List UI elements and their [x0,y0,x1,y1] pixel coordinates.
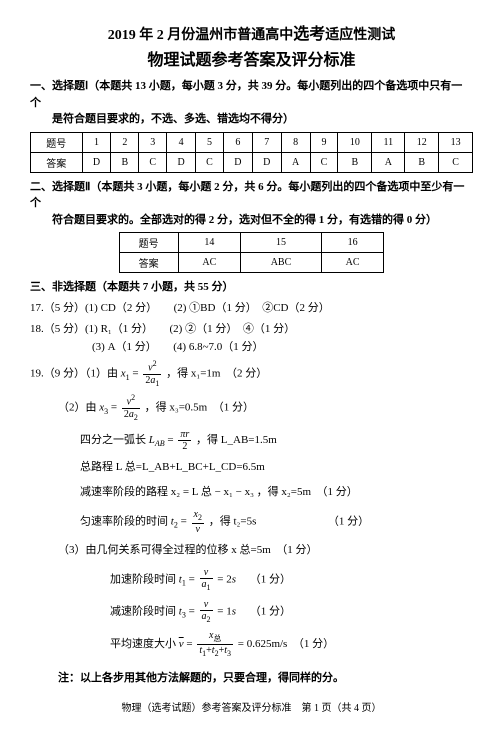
table1: 题号 12345678910111213 答案 DBCDCDDACBABC [30,132,473,173]
table-row: 题号 12345678910111213 [31,132,473,152]
note: 注：以上各步用其他方法解题的，只要合理，得同样的分。 [58,669,473,685]
q19-part2: （2）由 x3 = v22a2 ，得 x₃=0.5m （1 分） [58,394,473,422]
q19-uniform: 匀速率阶段的时间 t2 = x2v ，得 t₂=5s （1 分） [80,509,473,535]
table-row: 答案 DBCDCDDACBABC [31,152,473,172]
table-row: 答案 ACABCAC [119,253,384,273]
section2-header: 二、选择题Ⅱ（本题共 3 小题，每小题 2 分，共 6 分。每小题列出的四个备选… [30,179,473,229]
footer: 物理（选考试题）参考答案及评分标准 第 1 页（共 4 页） [30,699,473,714]
q19-avg: 平均速度大小 v = x总t1+t2+t3 = 0.625m/s （1 分） [110,630,473,659]
q19-total: 总路程 L 总=L_AB+L_BC+L_CD=6.5m [80,458,473,478]
table-row: 题号 141516 [119,233,384,253]
q19-dec2: 减速阶段时间 t3 = va2 = 1s （1 分） [110,599,473,625]
section1-header: 一、选择题Ⅰ（本题共 13 小题，每小题 3 分，共 39 分。每小题列出的四个… [30,78,473,128]
title-line2: 物理试题参考答案及评分标准 [30,46,473,70]
q19-part1: 19.（9 分）（1）由 x1 = v22a1 ，得 x₁=1m （2 分） [30,360,473,388]
q19-arc: 四分之一弧长 LAB = πr2 ，得 L_AB=1.5m [80,429,473,452]
title-line1: 2019 年 2 月份温州市普通高中选考适应性测试 [30,20,473,44]
table2: 题号 141516 答案 ACABCAC [119,232,385,273]
q17: 17.（5 分）(1) CD（2 分） (2) ①BD（1 分） ②CD（2 分… [30,300,473,318]
q18: 18.（5 分）(1) R₁（1 分） (2) ②（1 分） ④（1 分） (3… [30,321,473,356]
q19-part3: （3）由几何关系可得全过程的位移 x 总=5m （1 分） [58,541,473,561]
q19-acc: 加速阶段时间 t1 = va1 = 2s （1 分） [110,567,473,593]
q19-dec: 减速率阶段的路程 x₂ = L 总 − x₁ − x₃ ，得 x₂=5m （1 … [80,483,473,503]
section3-header: 三、非选择题（本题共 7 小题，共 55 分） [30,279,473,296]
